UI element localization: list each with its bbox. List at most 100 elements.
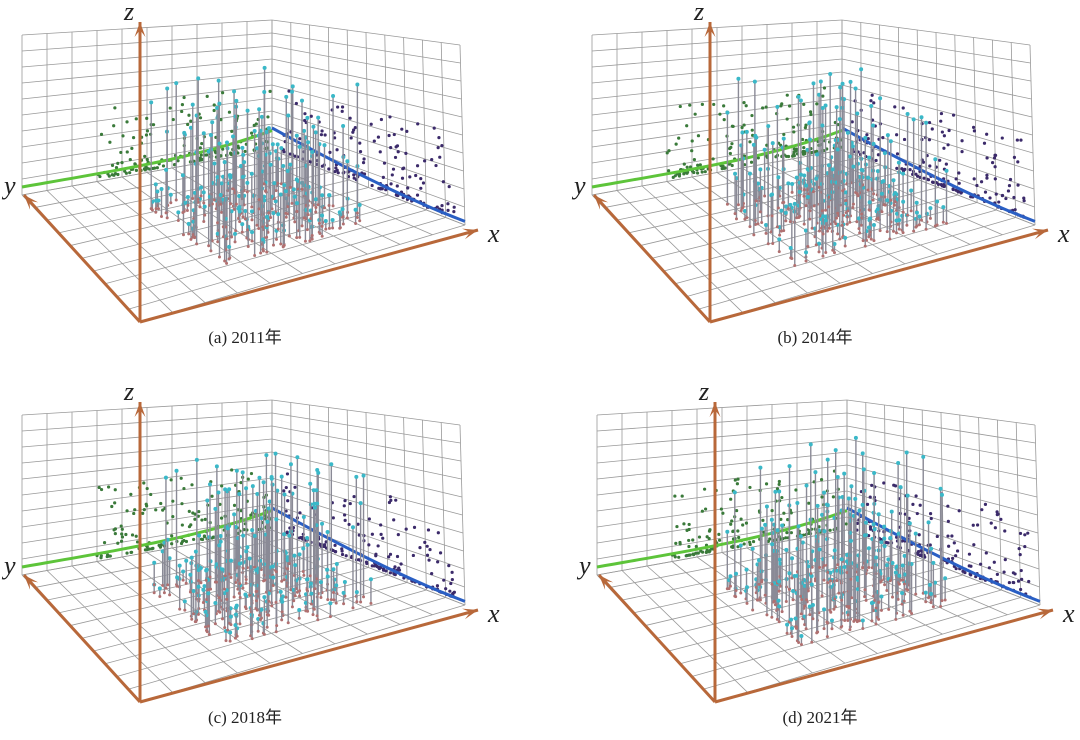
wall-point xyxy=(972,129,977,133)
wall-point xyxy=(143,154,147,158)
wall-point xyxy=(124,171,128,175)
stem-point xyxy=(255,491,260,496)
stem-point xyxy=(323,219,328,224)
wall-point xyxy=(870,483,874,487)
wall-point xyxy=(436,146,440,150)
grid-line xyxy=(21,451,273,480)
wall-point xyxy=(113,501,117,505)
stem-point xyxy=(805,195,810,200)
wall-point xyxy=(708,549,712,553)
wall-point xyxy=(792,130,796,134)
wall-point xyxy=(333,136,337,140)
stem-base xyxy=(827,226,831,230)
stem-base xyxy=(914,592,918,596)
stem-point xyxy=(828,71,833,76)
wall-point xyxy=(331,516,335,520)
wall-point xyxy=(707,537,711,541)
stem-point xyxy=(756,181,761,186)
wall-point xyxy=(946,534,950,538)
wall-point xyxy=(205,94,209,98)
stem-point xyxy=(290,84,295,89)
axis-arrow xyxy=(134,402,146,418)
stem-point xyxy=(790,556,795,561)
stem-point xyxy=(305,577,310,582)
stem-point xyxy=(225,526,230,531)
stem-base xyxy=(190,617,194,621)
stem-base xyxy=(939,604,943,608)
stem-base xyxy=(906,213,910,217)
stem-point xyxy=(745,585,750,590)
stem-point xyxy=(842,565,847,570)
stem-point xyxy=(888,139,893,144)
stem-point xyxy=(872,527,877,532)
stem-base xyxy=(912,229,916,233)
stem-point xyxy=(368,577,373,582)
stem-point xyxy=(219,181,224,186)
stem-base xyxy=(222,587,226,591)
trend-curve xyxy=(21,509,273,569)
wall-point xyxy=(392,132,396,137)
stem-point xyxy=(788,245,793,250)
wall-point xyxy=(394,145,398,149)
wall-point xyxy=(821,94,825,98)
wall-point xyxy=(205,153,209,157)
wall-point xyxy=(733,478,737,482)
stem-point xyxy=(829,618,834,623)
z-axis-label: z xyxy=(123,377,134,406)
stem-point xyxy=(266,126,271,131)
stem-point xyxy=(849,484,854,489)
stem-point xyxy=(241,533,246,538)
stem-point xyxy=(264,129,269,134)
stem-base xyxy=(902,599,906,603)
stem-point xyxy=(297,144,302,149)
stem-point xyxy=(279,596,284,601)
stem-base xyxy=(843,244,847,248)
stem-point xyxy=(901,171,906,176)
stem-point xyxy=(813,470,818,475)
stem-point xyxy=(897,573,902,578)
stem-point xyxy=(928,206,933,211)
wall-point xyxy=(789,531,793,535)
stem-point xyxy=(186,221,191,226)
wall-point xyxy=(942,146,946,150)
stem-point xyxy=(282,532,287,537)
stem-base xyxy=(924,227,928,231)
wall-point xyxy=(690,149,694,153)
stem-point xyxy=(231,134,236,139)
stem-base xyxy=(753,219,757,223)
stem-point xyxy=(165,86,170,91)
wall-point xyxy=(696,551,700,555)
stem-base xyxy=(755,598,759,602)
wall-point xyxy=(169,478,173,482)
axis-arrow xyxy=(462,228,478,240)
wall-point xyxy=(340,109,344,113)
wall-point xyxy=(705,535,709,539)
stem-base xyxy=(858,231,862,235)
wall-point xyxy=(971,523,975,527)
wall-point xyxy=(396,532,400,537)
stem-base xyxy=(800,597,804,601)
stem-point xyxy=(835,474,840,479)
wall-point xyxy=(954,554,958,558)
stem-base xyxy=(341,215,345,219)
stem-base xyxy=(863,588,867,592)
wall-point xyxy=(423,540,427,544)
wall-point xyxy=(680,494,684,498)
stem-point xyxy=(232,512,237,517)
wall-point xyxy=(667,149,671,153)
stem-point xyxy=(866,546,871,551)
stem-base xyxy=(822,564,826,568)
wall-point xyxy=(408,175,412,179)
wall-point xyxy=(376,544,380,548)
stem-base xyxy=(834,222,838,226)
stem-base xyxy=(317,221,321,225)
stem-point xyxy=(341,123,346,128)
stem-base xyxy=(773,603,777,607)
wall-point xyxy=(221,147,225,151)
stem-base xyxy=(156,207,160,211)
stem-base xyxy=(820,594,824,598)
wall-point xyxy=(415,193,420,197)
wall-point xyxy=(376,135,381,139)
wall-point xyxy=(700,509,704,513)
wall-point xyxy=(113,171,118,176)
